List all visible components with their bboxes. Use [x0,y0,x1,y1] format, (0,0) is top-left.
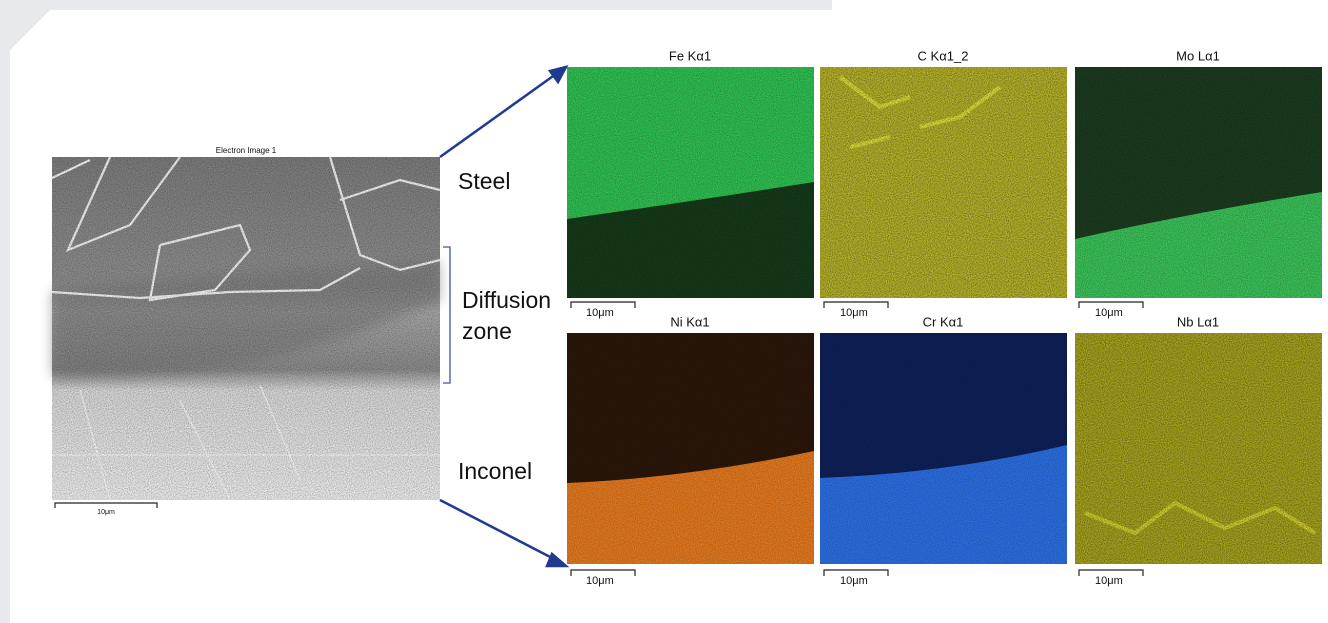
map-title: Fe Kα1 [669,48,711,63]
bracket [443,246,451,384]
electron-image [51,156,441,501]
image-title: Electron Image 1 [216,146,277,155]
scale-label: 10μm [1095,575,1123,587]
scale-bars [570,301,1144,576]
scale-label: 10μm [840,575,868,587]
map-nb [1075,333,1322,564]
scale-label: 10μm [586,307,614,319]
map-title: Mo Lα1 [1176,48,1220,63]
label: Inconel [458,458,532,484]
map-fe [567,67,814,298]
scale-label: 10μm [97,509,115,516]
arrows [439,65,570,568]
map-cr [820,333,1067,564]
map-title: Ni Kα1 [670,314,709,329]
map-title: Nb Lα1 [1177,314,1219,329]
label: Steel [458,168,510,194]
label: zone [462,318,512,344]
map-title: Cr Kα1 [923,314,964,329]
scale-label: 10μm [1095,307,1123,319]
map-ni [567,333,814,564]
map-mo [1075,67,1322,298]
scale-label: 10μm [840,307,868,319]
label: Diffusion [462,287,551,313]
scale-label: 10μm [586,575,614,587]
map-title: C Kα1_2 [918,48,969,63]
scale-bar [54,502,158,508]
map-c [820,67,1067,298]
